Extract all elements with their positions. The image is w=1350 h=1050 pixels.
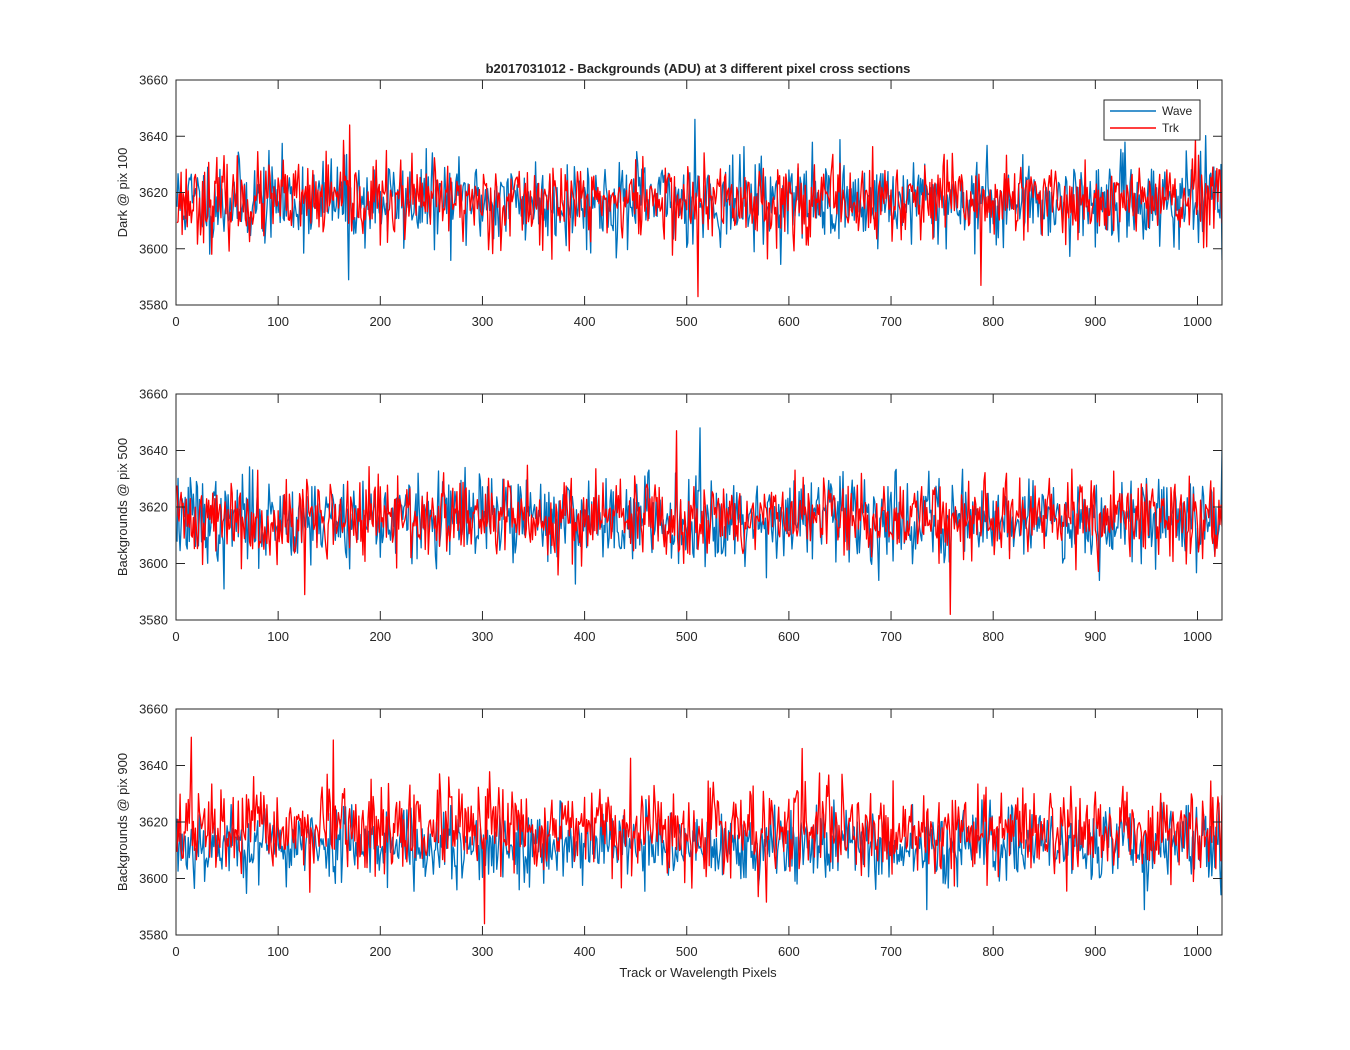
y-tick-label: 3660 <box>139 387 168 402</box>
x-tick-label: 400 <box>574 314 596 329</box>
y-tick-label: 3640 <box>139 129 168 144</box>
x-tick-label: 900 <box>1084 629 1106 644</box>
x-tick-label: 300 <box>472 314 494 329</box>
y-axis-label: Dark @ pix 100 <box>115 148 130 238</box>
x-tick-label: 400 <box>574 944 596 959</box>
x-tick-label: 700 <box>880 314 902 329</box>
x-tick-label: 900 <box>1084 314 1106 329</box>
legend-wave-label: Wave <box>1162 104 1193 118</box>
y-tick-label: 3580 <box>139 298 168 313</box>
x-tick-label: 0 <box>172 314 179 329</box>
panel-backgrounds-pix-500: 0 100 200 300 400 500 600 700 800 900 1000 3580 3600… <box>115 387 1223 644</box>
x-tick-label: 700 <box>880 629 902 644</box>
x-tick-label: 600 <box>778 314 800 329</box>
x-tick-label: 300 <box>472 944 494 959</box>
legend-box <box>1103 99 1201 141</box>
y-tick-label: 3580 <box>139 613 168 628</box>
x-tick-label: 200 <box>369 629 391 644</box>
y-axis-label: Backgrounds @ pix 500 <box>115 438 130 576</box>
x-tick-label: 100 <box>267 944 289 959</box>
x-tick-label: 200 <box>369 944 391 959</box>
x-tick-label: 500 <box>676 314 698 329</box>
y-tick-label: 3620 <box>139 185 168 200</box>
series-line-trk <box>176 430 1222 615</box>
y-tick-label: 3620 <box>139 500 168 515</box>
x-tick-label: 800 <box>982 629 1004 644</box>
x-tick-label: 800 <box>982 944 1004 959</box>
x-tick-label: 1000 <box>1183 314 1212 329</box>
y-axis-label: Backgrounds @ pix 900 <box>115 753 130 891</box>
series-line-trk <box>176 124 1222 298</box>
y-tick-label: 3620 <box>139 815 168 830</box>
y-tick-label: 3640 <box>139 758 168 773</box>
x-tick-label: 100 <box>267 629 289 644</box>
series-line-trk <box>176 736 1222 925</box>
y-tick-label: 3600 <box>139 871 168 886</box>
y-tick-label: 3660 <box>139 73 168 88</box>
x-tick-label: 100 <box>267 314 289 329</box>
x-tick-label: 800 <box>982 314 1004 329</box>
x-tick-label: 0 <box>172 944 179 959</box>
y-tick-label: 3640 <box>139 443 168 458</box>
x-tick-label: 200 <box>369 314 391 329</box>
x-tick-label: 500 <box>676 629 698 644</box>
x-tick-label: 300 <box>472 629 494 644</box>
panel-dark-pix-100: 0 100 200 300 400 500 600 700 800 900 1000 3580 3600… <box>115 73 1223 329</box>
panel-backgrounds-pix-900: 0 100 200 300 400 500 600 700 800 900 1000 3580 3600… <box>115 702 1223 959</box>
x-tick-label: 600 <box>778 944 800 959</box>
legend-trk-label: Trk <box>1162 121 1180 135</box>
x-axis-label: Track or Wavelength Pixels <box>619 965 777 980</box>
x-tick-label: 900 <box>1084 944 1106 959</box>
x-tick-label: 0 <box>172 629 179 644</box>
x-tick-label: 1000 <box>1183 629 1212 644</box>
series-line-wave <box>176 427 1222 590</box>
y-tick-label: 3600 <box>139 556 168 571</box>
x-tick-label: 400 <box>574 629 596 644</box>
x-tick-label: 1000 <box>1183 944 1212 959</box>
legend: Wave Trk <box>1103 99 1201 141</box>
x-tick-label: 500 <box>676 944 698 959</box>
figure-title: b2017031012 - Backgrounds (ADU) at 3 dif… <box>486 61 911 76</box>
y-tick-label: 3600 <box>139 241 168 256</box>
y-tick-label: 3660 <box>139 702 168 717</box>
x-tick-label: 700 <box>880 944 902 959</box>
y-tick-label: 3580 <box>139 928 168 943</box>
x-tick-label: 600 <box>778 629 800 644</box>
